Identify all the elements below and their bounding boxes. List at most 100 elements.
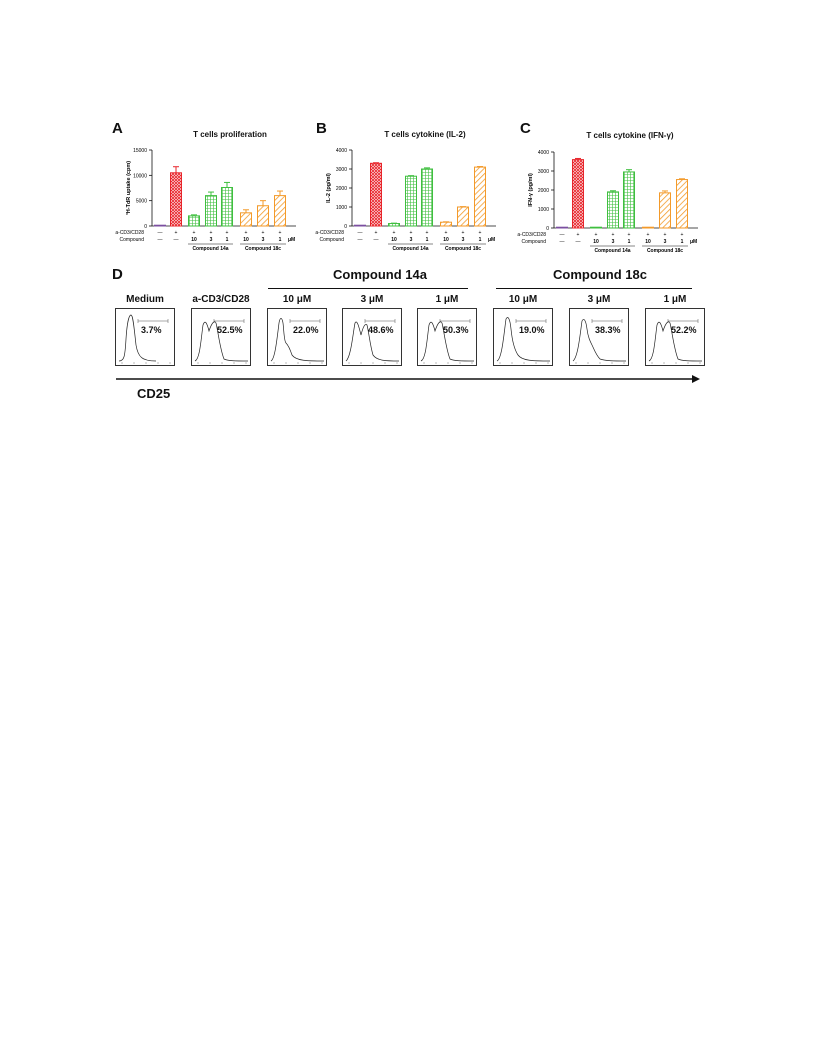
row-label-stim: a-CD3/CD28	[115, 230, 144, 236]
flow-histogram-box	[115, 308, 175, 366]
y-tick-label: 5000	[136, 199, 147, 205]
bar-5	[623, 171, 635, 229]
row-label-stim: a-CD3/CD28	[517, 232, 546, 238]
flow-percentage: 48.6%	[368, 325, 394, 335]
row-label-compound: Compound	[320, 237, 345, 243]
flow-panel-title: 1 μM	[435, 294, 459, 305]
compound-value: —	[374, 237, 379, 243]
compound-value: 10	[443, 237, 449, 243]
bar-4	[205, 195, 217, 227]
histogram-curve	[345, 321, 400, 362]
stim-value: +	[612, 232, 615, 238]
stim-value: +	[426, 230, 429, 236]
group-label-14a: Compound 14a	[594, 248, 630, 254]
bar-5	[221, 186, 233, 227]
bar-3	[388, 223, 400, 227]
bar-7	[659, 192, 671, 229]
stim-value: —	[158, 230, 163, 236]
compound-value: 1	[681, 239, 684, 245]
row-label-compound: Compound	[522, 239, 547, 245]
flow-histogram-box	[645, 308, 705, 366]
y-tick-label: 4000	[336, 148, 347, 154]
chart-c-ifng: 0 1000 2000 3000 4000 IFN-γ (pg/ml) a-CD3/CD28…	[517, 150, 698, 254]
y-tick-label: 2000	[538, 188, 549, 194]
histogram-curve	[572, 319, 627, 362]
flow-histogram-box	[267, 308, 327, 366]
y-tick-label: 0	[546, 226, 549, 232]
compound-value: —	[174, 237, 179, 243]
stim-value: +	[210, 230, 213, 236]
stim-value: +	[462, 230, 465, 236]
bar-7	[457, 206, 469, 227]
group-label-14a: Compound 14a	[392, 246, 428, 252]
stim-value: +	[479, 230, 482, 236]
group-label-18c: Compound 18c	[245, 246, 281, 252]
flow-histogram	[118, 314, 171, 364]
stim-value: +	[279, 230, 282, 236]
flow-panel-title: 3 μM	[360, 294, 384, 305]
y-tick-label: 4000	[538, 150, 549, 156]
flow-panel-title: Medium	[126, 294, 164, 305]
stim-value: +	[577, 232, 580, 238]
histogram-curve	[194, 321, 249, 362]
flow-histogram	[270, 318, 325, 364]
flow-histogram-box	[493, 308, 553, 366]
compound-value: 1	[426, 237, 429, 243]
unit-label: μM	[288, 237, 295, 243]
cd25-axis-arrow	[116, 375, 700, 383]
compound-value: 3	[612, 239, 615, 245]
bar-6	[240, 212, 252, 227]
histogram-curve	[648, 321, 703, 362]
bar-1	[154, 224, 166, 227]
y-tick-label: 3000	[538, 169, 549, 175]
bar-3	[188, 215, 200, 227]
stim-value: —	[358, 230, 363, 236]
stim-value: +	[262, 230, 265, 236]
flow-panel-title: a-CD3/CD28	[192, 294, 250, 305]
histogram-curve	[270, 318, 325, 362]
y-tick-label: 3000	[336, 167, 347, 173]
compound-value: 1	[479, 237, 482, 243]
compound-value: 3	[462, 237, 465, 243]
flow-panel-title: 10 μM	[508, 294, 538, 305]
group-label-18c: Compound 18c	[647, 248, 683, 254]
compound-value: 10	[593, 239, 599, 245]
panel-letter-c: C	[520, 120, 531, 137]
compound-value: —	[576, 239, 581, 245]
flow-percentage: 52.5%	[217, 325, 243, 335]
chart-b-title: T cells cytokine (IL-2)	[384, 130, 466, 139]
y-tick-label: 15000	[133, 148, 147, 154]
y-tick-label: 0	[144, 224, 147, 230]
histogram-curve	[118, 314, 157, 362]
flow-histogram	[345, 319, 400, 364]
y-axis-label: IL-2 (pg/ml)	[326, 173, 332, 203]
compound-value: —	[358, 237, 363, 243]
cd25-axis-label: CD25	[137, 386, 171, 401]
group-title-14a: Compound 14a	[333, 267, 427, 282]
bar-2	[170, 172, 182, 227]
histogram-curve	[420, 321, 475, 362]
compound-value: 10	[243, 237, 249, 243]
row-label-stim: a-CD3/CD28	[315, 230, 344, 236]
bar-3	[590, 226, 602, 229]
compound-value: —	[158, 237, 163, 243]
flow-panel-title: 1 μM	[663, 294, 687, 305]
flow-percentage: 52.2%	[671, 325, 697, 335]
y-tick-label: 10000	[133, 173, 147, 179]
compound-value: 1	[226, 237, 229, 243]
unit-label: μM	[690, 239, 697, 245]
compound-value: 3	[210, 237, 213, 243]
flow-percentage: 22.0%	[293, 325, 319, 335]
compound-value: 1	[279, 237, 282, 243]
flow-percentage: 3.7%	[141, 325, 162, 335]
flow-histogram-box	[191, 308, 251, 366]
bar-1	[556, 226, 568, 229]
group-line-18c	[496, 288, 692, 289]
stim-value: +	[410, 230, 413, 236]
bar-4	[607, 191, 619, 229]
chart-a-title: T cells proliferation	[193, 130, 267, 139]
chart-c-title: T cells cytokine (IFN-γ)	[586, 131, 674, 140]
y-axis-label: ³H-TdR uptake (cpm)	[125, 161, 132, 215]
stim-value: +	[226, 230, 229, 236]
